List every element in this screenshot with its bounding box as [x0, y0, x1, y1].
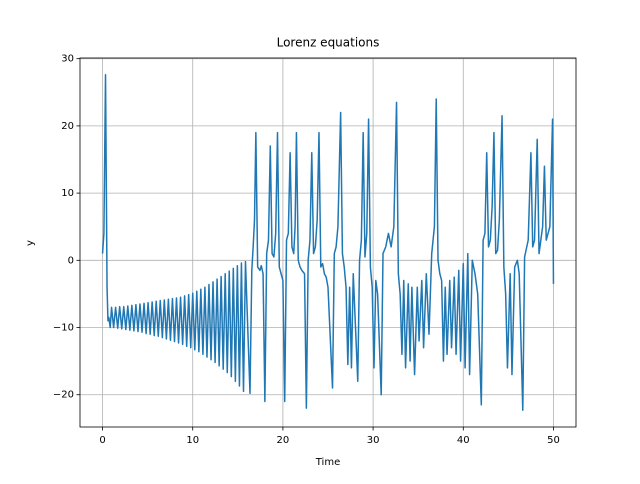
- y-tick-label: −10: [53, 323, 74, 334]
- x-tick-label: 20: [277, 435, 290, 446]
- x-tick-label: 30: [367, 435, 380, 446]
- y-tick-label: 10: [61, 188, 74, 199]
- x-axis-label: Time: [315, 457, 340, 468]
- axes-frame: [79, 57, 577, 428]
- x-tick-label: 0: [99, 435, 105, 446]
- y-tick-label: 30: [61, 54, 74, 65]
- x-tick-label: 50: [547, 435, 560, 446]
- y-axis-label: y: [25, 240, 36, 246]
- y-tick-label: 20: [61, 121, 74, 132]
- y-tick-label: 0: [68, 255, 74, 266]
- data-line: [101, 74, 555, 411]
- ticks: 0 10 20 30 40 50 −20 −10 0 10 20 30: [53, 54, 560, 446]
- y-tick-label: −20: [53, 390, 74, 401]
- x-tick-label: 10: [186, 435, 199, 446]
- plot-area: [101, 74, 555, 411]
- chart-title: Lorenz equations: [277, 36, 380, 50]
- x-tick-label: 40: [457, 435, 470, 446]
